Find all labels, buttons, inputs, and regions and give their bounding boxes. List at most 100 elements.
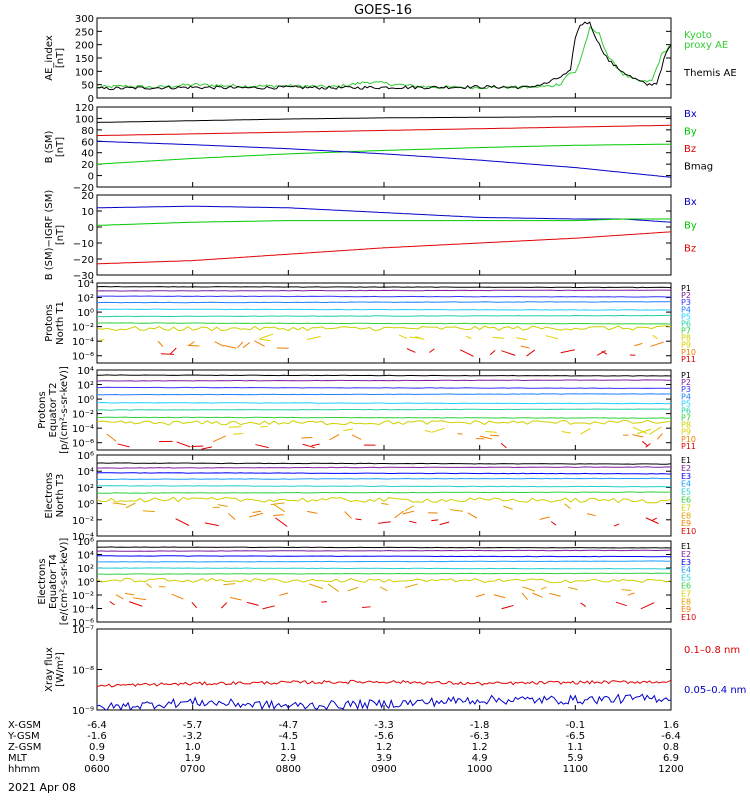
channel-segment	[398, 334, 408, 340]
y-axis-label: [p/(cm²-s-sr-keV)]	[59, 366, 70, 454]
channel-segment	[632, 434, 644, 438]
channel-segment	[650, 341, 664, 347]
series-line	[97, 143, 671, 165]
channel-segment	[259, 333, 274, 340]
legend-label: Bz	[684, 244, 696, 255]
axis-row-value: -1.8	[470, 720, 490, 731]
channel-segment	[223, 344, 237, 349]
legend-label: By	[684, 220, 697, 231]
channel-label: P11	[681, 355, 696, 364]
y-axis-label: [nT]	[55, 48, 66, 68]
channel-segment	[109, 601, 115, 606]
channel-segment	[586, 513, 596, 517]
series-line	[97, 231, 671, 265]
channel-segment	[652, 334, 658, 340]
plot-area	[97, 462, 671, 527]
y-axis-label: Protons	[44, 304, 55, 341]
y-tick-label: 20	[81, 191, 94, 202]
y-axis-label: B (SM)	[44, 130, 55, 163]
axis-row-value: -6.5	[566, 731, 586, 742]
y-tick-label: −20	[73, 183, 94, 194]
ephemeris-axis: X-GSM -6.4 -5.7 -4.7 -3.3 -1.8 -0.1 1.6 Y-GSM -1.…	[7, 720, 684, 775]
legend-label: proxy AE	[684, 40, 728, 51]
channel-line	[97, 322, 671, 325]
channel-segment	[489, 350, 496, 356]
channel-segment	[351, 434, 362, 440]
panel-frame	[96, 106, 672, 188]
plot-area	[97, 374, 671, 450]
channel-label: E2	[681, 464, 691, 473]
axis-row-value: 0600	[84, 764, 109, 775]
channel-segment	[467, 512, 478, 519]
channel-segment	[475, 593, 485, 598]
channel-label: E7	[681, 503, 691, 512]
channel-label: E9	[681, 519, 691, 528]
plot-area	[97, 679, 671, 710]
axis-row-value: 2.9	[280, 753, 296, 764]
series-line	[97, 205, 671, 223]
channel-segment	[228, 426, 242, 428]
channel-segment	[347, 586, 359, 592]
channel-segment	[493, 594, 506, 599]
channel-segment	[176, 441, 191, 448]
y-axis-label: [W/m²]	[55, 652, 66, 687]
legend-label: By	[684, 127, 697, 138]
y-tick-label: 0	[88, 223, 94, 234]
channel-segment	[521, 592, 529, 601]
y-tick-label: 10⁻⁴	[72, 532, 94, 543]
channel-segment	[561, 430, 572, 434]
y-tick-label: 60	[81, 137, 94, 148]
channel-label: P4	[681, 305, 691, 314]
channel-segment	[381, 502, 389, 506]
channel-segment	[228, 513, 236, 520]
channel-segment	[632, 426, 648, 434]
channel-label: E6	[681, 496, 691, 505]
channel-segment	[580, 602, 587, 607]
y-axis-label: Electrons	[44, 472, 55, 518]
y-tick-label: 10⁰	[77, 308, 94, 319]
y-tick-label: 10⁻⁷	[72, 625, 94, 636]
channel-line	[97, 401, 671, 405]
channel-label: E8	[681, 511, 691, 520]
series-line	[97, 140, 671, 178]
channel-segment	[404, 583, 419, 588]
channel-segment	[479, 435, 493, 440]
axis-row-value: 0.9	[89, 742, 105, 753]
channel-line	[97, 301, 671, 304]
panel-xray: 10⁻⁷ 10⁻⁸ 10⁻⁹ Xray flux [W/m²] 0.1–0.8 nm 0.0…	[44, 625, 746, 717]
channel-label: P11	[681, 442, 696, 451]
channel-line	[97, 379, 671, 382]
panel-p1: 10⁴ 10² 10⁰ 10⁻² 10⁻⁴ 10⁻⁶ Protons North T1 P1P2…	[44, 279, 696, 364]
plot-area	[97, 546, 671, 610]
axis-row-value: 0900	[371, 764, 396, 775]
channel-segment	[204, 522, 219, 527]
channel-segment	[394, 510, 404, 519]
y-tick-label: 10⁻⁴	[72, 337, 94, 348]
y-axis-label: [nT]	[55, 225, 66, 245]
y-tick-label: 10⁻⁴	[72, 424, 94, 435]
channel-label: P2	[681, 291, 691, 300]
channel-segment	[157, 340, 164, 347]
y-tick-label: 50	[81, 81, 94, 92]
channel-segment	[613, 523, 620, 527]
y-axis-label: AE_index	[44, 35, 55, 81]
channel-line	[97, 289, 671, 292]
channel-segment	[275, 517, 288, 527]
series-line	[97, 693, 671, 710]
channel-segment	[532, 592, 543, 598]
y-tick-label: 10⁴	[77, 279, 94, 290]
y-tick-label: 10⁻⁶	[72, 618, 94, 629]
channel-label: P8	[681, 421, 691, 430]
channel-segment	[568, 586, 578, 591]
channel-segment	[550, 521, 557, 526]
y-tick-label: 40	[81, 149, 94, 160]
panel-e4: 10⁶ 10⁴ 10² 10⁰ 10⁻² 10⁻⁴ 10⁻⁶ Electrons Equator…	[37, 537, 696, 629]
channel-segment	[501, 350, 516, 356]
channel-segment	[311, 443, 320, 447]
series-line	[97, 116, 671, 123]
y-tick-label: −10	[73, 239, 94, 250]
channel-line	[97, 408, 671, 411]
plot-area	[97, 285, 671, 357]
channel-segment	[279, 592, 289, 596]
y-axis-label: B (SM)−IGRF (SM)	[44, 190, 55, 281]
